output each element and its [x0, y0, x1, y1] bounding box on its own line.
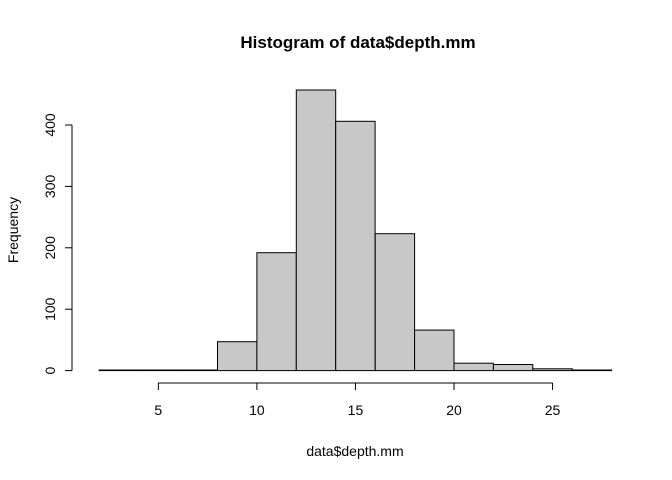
- bars-group: [98, 89, 613, 372]
- histogram-bar-12: [571, 369, 613, 372]
- x-axis-label: data$depth.mm: [306, 443, 403, 459]
- histogram-bar-7: [374, 233, 416, 372]
- x-tick-label-20: 20: [446, 402, 462, 418]
- y-tick-label-100: 100: [42, 297, 58, 321]
- histogram-bar-11: [532, 368, 573, 372]
- histogram-bar-1: [138, 369, 179, 372]
- histogram-bar-9: [453, 362, 494, 372]
- y-tick-label-0: 0: [42, 366, 58, 374]
- histogram-bar-3: [217, 341, 258, 372]
- histogram-bar-6: [335, 120, 376, 372]
- x-axis: 5 10 15 20 25: [154, 382, 561, 418]
- y-tick-label-400: 400: [42, 113, 58, 137]
- histogram-bar-10: [492, 364, 534, 372]
- histogram-bar-0: [98, 369, 140, 372]
- histogram-bar-2: [177, 369, 218, 372]
- histogram-bar-4: [256, 252, 297, 372]
- histogram-bar-5: [295, 89, 337, 372]
- histogram-bar-8: [414, 329, 455, 372]
- x-tick-label-15: 15: [348, 402, 364, 418]
- y-axis-label: Frequency: [5, 197, 21, 263]
- y-tick-label-200: 200: [42, 236, 58, 260]
- chart-title: Histogram of data$depth.mm: [240, 33, 475, 52]
- x-tick-label-10: 10: [249, 402, 265, 418]
- x-tick-label-5: 5: [154, 402, 162, 418]
- y-axis: 0 100 200 300 400: [42, 113, 73, 374]
- x-tick-label-25: 25: [545, 402, 561, 418]
- y-tick-label-300: 300: [42, 175, 58, 199]
